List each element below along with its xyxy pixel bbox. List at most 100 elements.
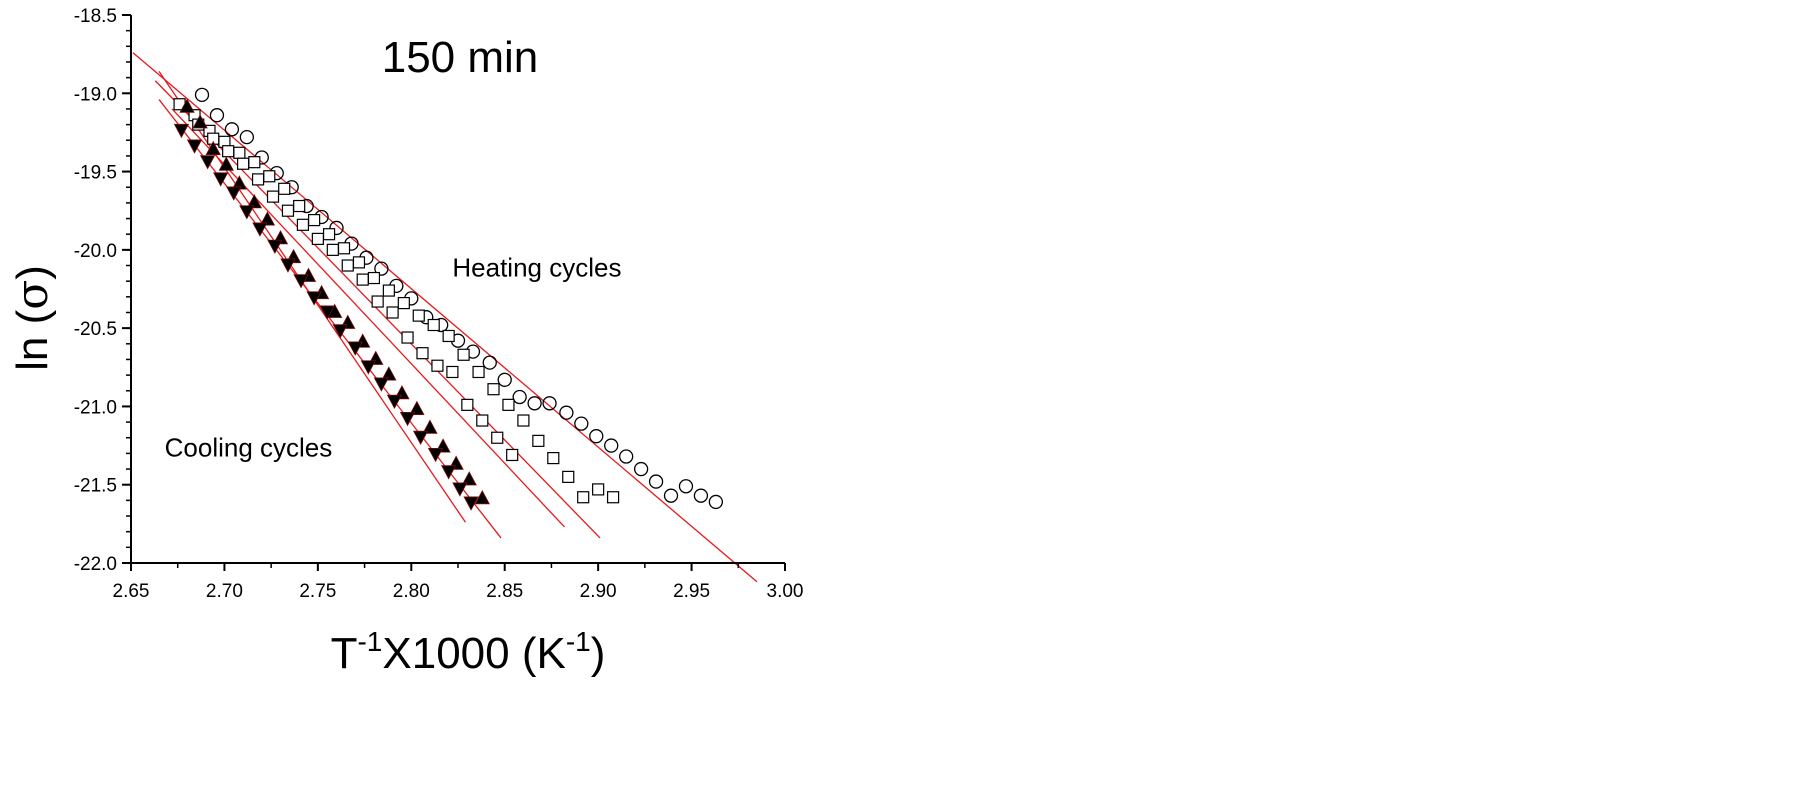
data-point-triangle-down [332, 324, 348, 339]
data-point-square [382, 284, 395, 297]
x-tick-label: 3.00 [767, 581, 804, 602]
data-point-triangle-down [199, 155, 216, 170]
data-point-circle [374, 261, 389, 276]
data-point-triangle-down [386, 394, 403, 410]
y-tick-label: -19.5 [74, 163, 117, 184]
data-point-triangle-down [373, 377, 390, 392]
data-point-circle [512, 389, 527, 405]
data-point-circle [527, 396, 542, 411]
y-tick-label: -20.5 [74, 319, 117, 340]
data-point-square [397, 296, 410, 310]
data-point-square [562, 470, 575, 483]
data-point-triangle-down [427, 447, 444, 463]
data-point-square [427, 318, 440, 332]
data-point-square [401, 331, 414, 344]
x-tick-label: 2.90 [580, 581, 617, 602]
data-point-square [442, 329, 455, 343]
data-point-square [296, 218, 310, 231]
data-point-circle [589, 429, 604, 444]
data-point-triangle-down [293, 274, 309, 289]
data-point-triangle-up [205, 140, 221, 156]
data-point-square [266, 190, 280, 203]
x-tick-label: 2.70 [206, 581, 243, 602]
data-point-square [356, 273, 369, 286]
data-point-circle [678, 479, 694, 494]
data-point-square [263, 170, 276, 183]
x-tick-label: 2.80 [393, 581, 430, 602]
data-point-square [352, 256, 366, 269]
annotation-cooling-cycles: Cooling cycles [165, 433, 333, 463]
data-point-square [476, 414, 489, 427]
data-point-square [412, 309, 425, 322]
x-axis-title-end: ) [591, 629, 606, 678]
data-point-circle [542, 396, 557, 411]
y-ticks-group: -18.5 -19.0 -19.5 -20.0 -20.5 -21.0 -21.5 -22.0 [74, 6, 131, 575]
y-tick-label: -19.0 [74, 84, 117, 105]
data-point-triangle-up [461, 471, 477, 486]
data-point-circle [194, 87, 210, 103]
data-point-square [251, 173, 265, 186]
data-point-triangle-down [412, 430, 429, 446]
y-tick-label: -18.5 [74, 6, 117, 27]
data-point-triangle-up [409, 400, 425, 415]
data-point-square [517, 414, 530, 427]
data-point-triangle-down [399, 411, 416, 427]
fit-line [171, 108, 565, 528]
annotation-heating-cycles: Heating cycles [452, 252, 621, 282]
axes-group [130, 15, 785, 564]
data-point-circle [209, 108, 225, 123]
data-point-circle [693, 488, 709, 503]
data-point-square [386, 306, 399, 319]
data-point-square [532, 434, 545, 447]
x-ticks-group: 2.65 2.70 2.75 2.80 2.85 2.90 2.95 3.00 [113, 563, 804, 602]
y-tick-label: -20.0 [74, 241, 117, 262]
data-point-square [248, 156, 261, 169]
data-point-square [431, 359, 444, 372]
data-point-square [233, 146, 246, 159]
x-tick-label: 2.85 [486, 581, 523, 602]
data-point-circle [604, 438, 619, 453]
x-tick-label: 2.65 [113, 581, 150, 602]
data-point-triangle-down [306, 291, 322, 306]
data-point-square [461, 398, 474, 411]
data-point-circle [559, 405, 574, 420]
data-point-triangle-up [381, 366, 397, 381]
x-tick-label: 2.75 [299, 581, 336, 602]
data-point-square [446, 365, 459, 379]
data-point-circle [633, 461, 649, 477]
x-axis-title: T-1X1000 (K-1) [331, 626, 606, 678]
data-point-triangle-down [452, 482, 468, 497]
data-point-square [577, 491, 590, 504]
data-point-square [416, 347, 429, 360]
data-point-square [547, 451, 560, 465]
data-point-square [322, 228, 336, 241]
x-axis-title-mid: X1000 (K [382, 629, 565, 678]
data-point-triangle-up [179, 98, 195, 113]
chart-title: 150 min [382, 33, 539, 82]
data-point-square [278, 182, 291, 195]
data-point-triangle-down [173, 123, 190, 139]
y-tick-label: -21.5 [74, 476, 117, 497]
data-point-circle [482, 355, 497, 370]
data-point-triangle-down [252, 222, 268, 237]
data-point-square [326, 243, 339, 256]
data-point-triangle-down [347, 341, 363, 356]
data-point-triangle-down [463, 496, 479, 511]
data-point-triangle-down [319, 305, 335, 320]
y-axis-title: ln (σ) [7, 265, 58, 371]
data-point-square [457, 348, 470, 361]
data-point-square [222, 145, 235, 158]
y-axis-title-suffix: ) [8, 265, 57, 280]
data-point-circle [619, 449, 634, 464]
data-point-square [506, 448, 519, 462]
data-point-square [311, 232, 324, 245]
x-axis-title-sup1: -1 [357, 626, 382, 657]
data-point-square [367, 271, 381, 285]
data-point-circle [239, 129, 255, 145]
data-point-triangle-up [218, 156, 234, 171]
data-point-triangle-down [239, 205, 255, 220]
data-point-square [237, 157, 250, 170]
data-point-triangle-up [192, 114, 208, 129]
data-point-triangle-down [360, 360, 376, 375]
